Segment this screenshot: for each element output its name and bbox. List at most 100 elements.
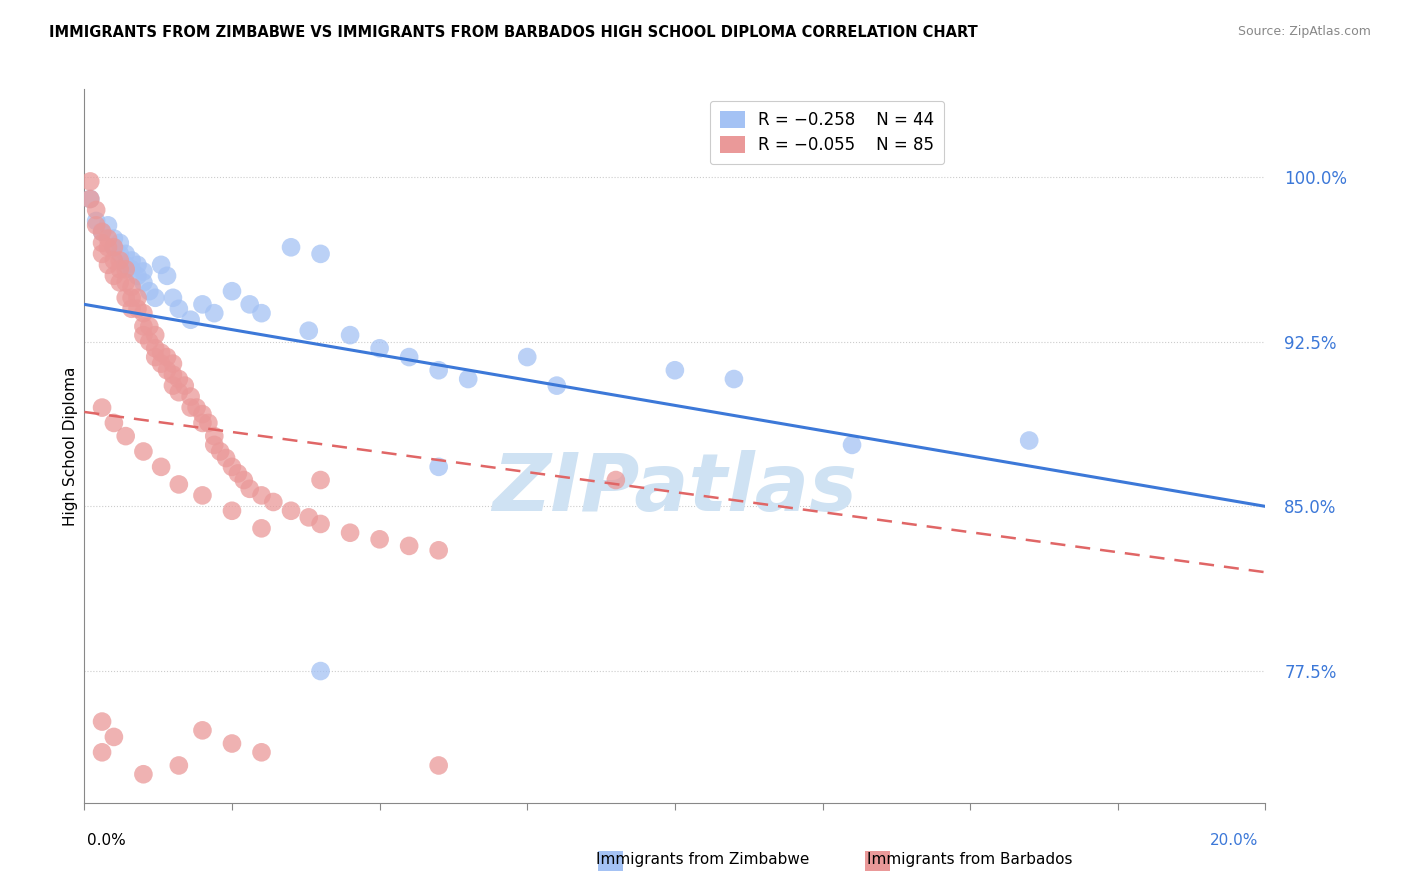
Point bbox=[280, 504, 302, 518]
Point bbox=[121, 301, 143, 316]
Point bbox=[121, 262, 143, 277]
Point bbox=[103, 231, 125, 245]
Point bbox=[132, 306, 155, 320]
Point bbox=[79, 192, 101, 206]
Point bbox=[309, 516, 332, 531]
Point bbox=[239, 482, 262, 496]
Point bbox=[121, 280, 143, 294]
Point bbox=[114, 262, 136, 277]
Text: 20.0%: 20.0% bbox=[1211, 833, 1258, 848]
Point bbox=[250, 306, 273, 320]
Point bbox=[250, 745, 273, 759]
Point bbox=[108, 253, 131, 268]
Point bbox=[91, 225, 114, 239]
Text: ZIPatlas: ZIPatlas bbox=[492, 450, 858, 528]
Point bbox=[97, 219, 120, 233]
Point bbox=[221, 504, 243, 518]
Point bbox=[143, 328, 166, 343]
Point bbox=[262, 495, 284, 509]
Point bbox=[841, 438, 863, 452]
Point bbox=[191, 488, 214, 502]
Point bbox=[398, 350, 420, 364]
Point bbox=[91, 714, 114, 729]
Point bbox=[427, 363, 450, 377]
Point bbox=[250, 521, 273, 535]
Point bbox=[103, 240, 125, 254]
Point bbox=[167, 301, 190, 316]
Point bbox=[162, 357, 184, 371]
Point bbox=[167, 758, 190, 772]
Text: Source: ZipAtlas.com: Source: ZipAtlas.com bbox=[1237, 25, 1371, 38]
Point bbox=[84, 219, 107, 233]
Point bbox=[143, 350, 166, 364]
Point bbox=[191, 416, 214, 430]
Bar bbox=[598, 851, 623, 871]
Point bbox=[516, 350, 538, 364]
Point bbox=[127, 301, 149, 316]
Point bbox=[132, 444, 155, 458]
Point bbox=[97, 240, 120, 254]
Point bbox=[723, 372, 745, 386]
Point bbox=[191, 723, 214, 738]
Point bbox=[209, 444, 232, 458]
Point bbox=[197, 416, 219, 430]
Bar bbox=[865, 851, 890, 871]
Point bbox=[368, 341, 391, 355]
Point bbox=[103, 268, 125, 283]
Point bbox=[150, 345, 173, 359]
Point bbox=[108, 247, 131, 261]
Point bbox=[132, 264, 155, 278]
Point bbox=[167, 372, 190, 386]
Point bbox=[156, 350, 179, 364]
Point bbox=[427, 543, 450, 558]
Point bbox=[309, 247, 332, 261]
Point bbox=[143, 291, 166, 305]
Point bbox=[127, 291, 149, 305]
Point bbox=[121, 253, 143, 268]
Point bbox=[91, 247, 114, 261]
Point bbox=[250, 488, 273, 502]
Point bbox=[202, 429, 225, 443]
Text: IMMIGRANTS FROM ZIMBABWE VS IMMIGRANTS FROM BARBADOS HIGH SCHOOL DIPLOMA CORRELA: IMMIGRANTS FROM ZIMBABWE VS IMMIGRANTS F… bbox=[49, 25, 979, 40]
Point bbox=[221, 737, 243, 751]
Point bbox=[202, 306, 225, 320]
Point bbox=[121, 291, 143, 305]
Point bbox=[173, 378, 195, 392]
Point bbox=[191, 297, 214, 311]
Point bbox=[108, 262, 131, 277]
Point bbox=[162, 378, 184, 392]
Point bbox=[180, 390, 202, 404]
Point bbox=[114, 429, 136, 443]
Point bbox=[108, 276, 131, 290]
Point bbox=[143, 341, 166, 355]
Point bbox=[298, 510, 321, 524]
Point bbox=[127, 268, 149, 283]
Point bbox=[91, 745, 114, 759]
Point bbox=[114, 291, 136, 305]
Point bbox=[138, 284, 160, 298]
Text: Immigrants from Barbados: Immigrants from Barbados bbox=[868, 852, 1073, 867]
Point bbox=[97, 258, 120, 272]
Point bbox=[84, 202, 107, 217]
Legend: R = −0.258    N = 44, R = −0.055    N = 85: R = −0.258 N = 44, R = −0.055 N = 85 bbox=[710, 101, 943, 164]
Point bbox=[239, 297, 262, 311]
Point bbox=[186, 401, 208, 415]
Point bbox=[162, 368, 184, 382]
Point bbox=[232, 473, 254, 487]
Point bbox=[138, 319, 160, 334]
Point bbox=[79, 192, 101, 206]
Point bbox=[167, 385, 190, 400]
Point bbox=[97, 231, 120, 245]
Point bbox=[221, 459, 243, 474]
Point bbox=[108, 235, 131, 250]
Point bbox=[91, 401, 114, 415]
Point bbox=[309, 664, 332, 678]
Point bbox=[309, 473, 332, 487]
Point bbox=[298, 324, 321, 338]
Point bbox=[103, 253, 125, 268]
Point bbox=[156, 268, 179, 283]
Point bbox=[427, 459, 450, 474]
Point bbox=[180, 401, 202, 415]
Point bbox=[457, 372, 479, 386]
Point bbox=[156, 363, 179, 377]
